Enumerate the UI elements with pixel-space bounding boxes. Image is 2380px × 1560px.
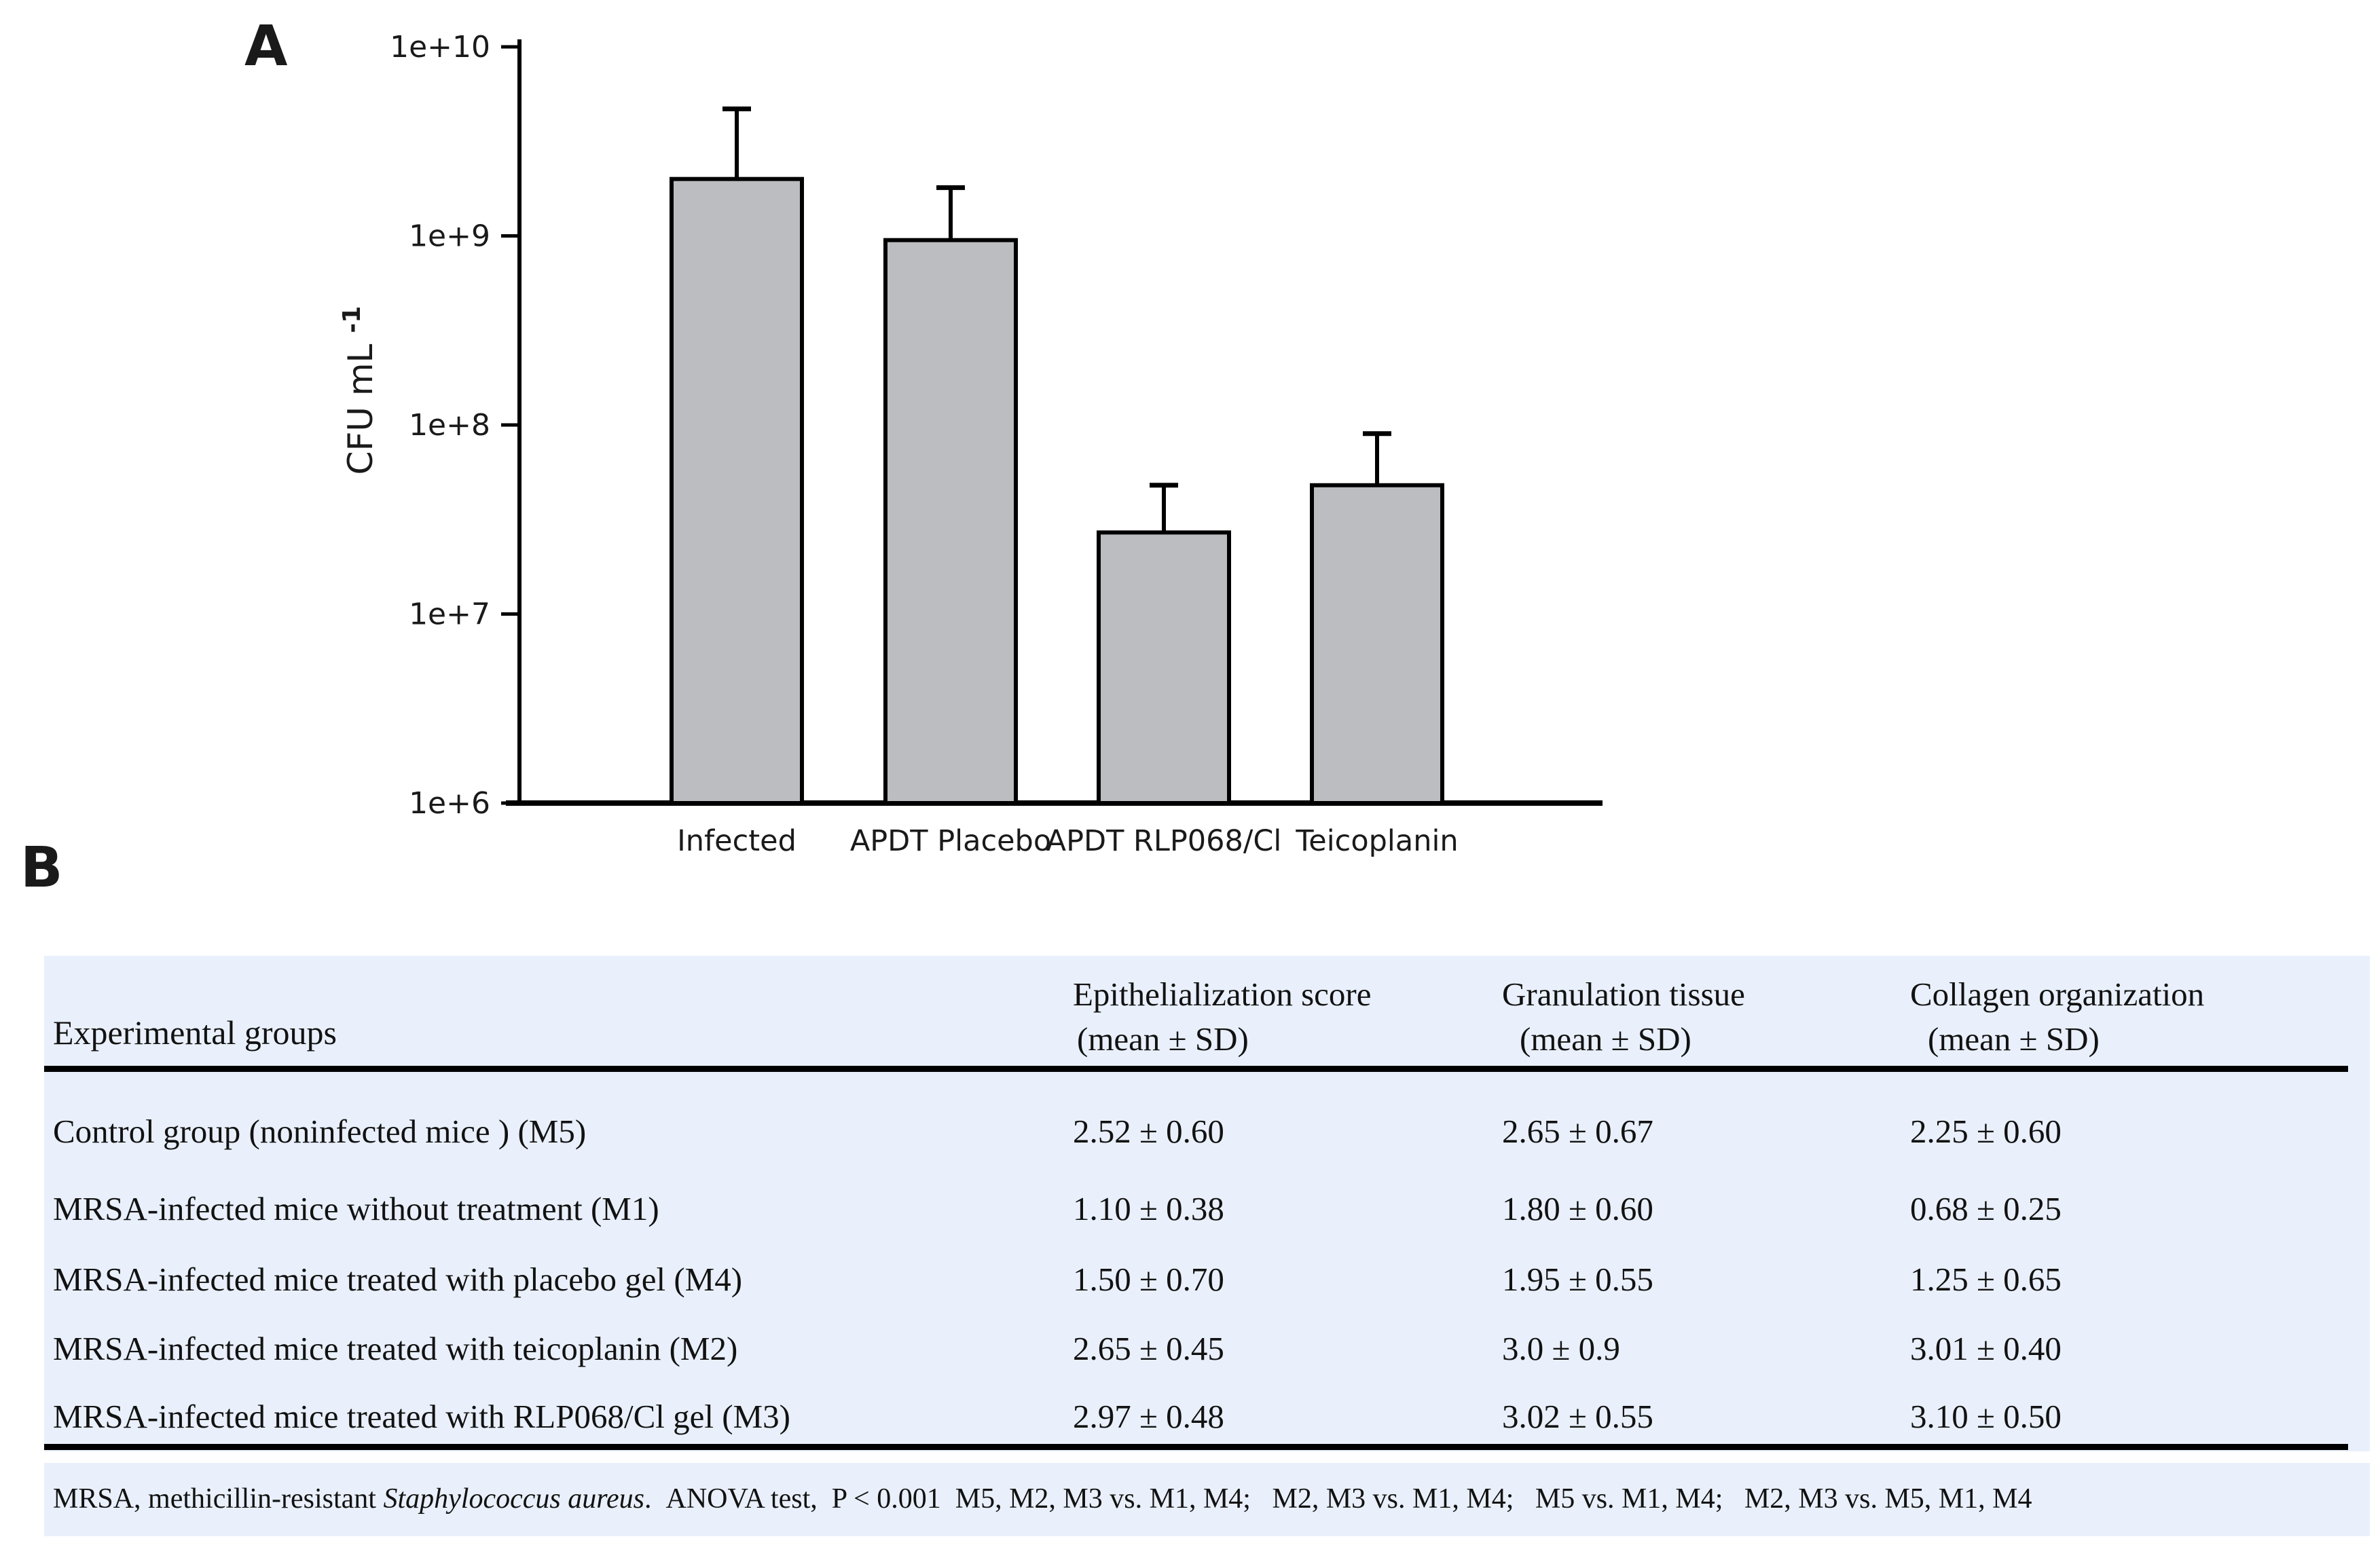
row-group-label: Control group (noninfected mice ) (M5) bbox=[53, 1113, 587, 1150]
cell-collagen: 2.25 ± 0.60 bbox=[1910, 1113, 2062, 1150]
cell-granulation: 2.65 ± 0.67 bbox=[1502, 1113, 1653, 1150]
table-footnote: MRSA, methicillin-resistant Staphylococc… bbox=[53, 1483, 2362, 1515]
cell-collagen: 1.25 ± 0.65 bbox=[1910, 1261, 2062, 1298]
table-background bbox=[44, 956, 2370, 1451]
column-subtitle: (mean ± SD) bbox=[1077, 1020, 1249, 1058]
column-subtitle: (mean ± SD) bbox=[1520, 1020, 1691, 1058]
table-bottom-rule bbox=[44, 1444, 2348, 1450]
bar-APDT RLP068/Cl bbox=[1097, 530, 1231, 805]
footnote-background bbox=[44, 1463, 2370, 1536]
y-tick-label: 1e+7 bbox=[409, 597, 490, 632]
cell-collagen: 3.10 ± 0.50 bbox=[1910, 1398, 2062, 1435]
cell-epithelialization: 2.97 ± 0.48 bbox=[1073, 1398, 1224, 1435]
panel-b-label: B bbox=[20, 836, 63, 900]
footnote-suffix: . ANOVA test, P < 0.001 M5, M2, M3 vs. M… bbox=[644, 1483, 2032, 1515]
cell-collagen: 3.01 ± 0.40 bbox=[1910, 1330, 2062, 1367]
table-row: MRSA-infected mice without treatment (M1… bbox=[0, 1189, 2380, 1230]
row-group-label: MRSA-infected mice treated with placebo … bbox=[53, 1261, 743, 1298]
cell-granulation: 1.80 ± 0.60 bbox=[1502, 1190, 1653, 1227]
cell-granulation: 3.02 ± 0.55 bbox=[1502, 1398, 1653, 1435]
column-subtitle: (mean ± SD) bbox=[1928, 1020, 2100, 1058]
cell-epithelialization: 1.10 ± 0.38 bbox=[1073, 1190, 1224, 1227]
table-row: MRSA-infected mice treated with placebo … bbox=[0, 1260, 2380, 1301]
table-header-rule bbox=[44, 1066, 2348, 1072]
column-title: Collagen organization bbox=[1910, 976, 2205, 1013]
footnote-prefix: MRSA, methicillin-resistant bbox=[53, 1483, 384, 1515]
cell-epithelialization: 2.65 ± 0.45 bbox=[1073, 1330, 1224, 1367]
cell-epithelialization: 2.52 ± 0.60 bbox=[1073, 1113, 1224, 1150]
cfu-bar-chart: 1e+6 1e+7 1e+8 1e+9 1e+10 Infected APDT Placeb… bbox=[338, 30, 1603, 858]
table-header-experimental-groups: Experimental groups bbox=[53, 1014, 337, 1052]
footnote-species-italic: Staphylococcus aureus bbox=[383, 1483, 644, 1515]
cell-granulation: 3.0 ± 0.9 bbox=[1502, 1330, 1620, 1367]
row-group-label: MRSA-infected mice without treatment (M1… bbox=[53, 1190, 659, 1227]
bar-Teicoplanin bbox=[1310, 483, 1444, 805]
y-axis-title: CFU mL -1 bbox=[338, 306, 380, 475]
y-tick-label: 1e+6 bbox=[409, 786, 490, 821]
table-row: Control group (noninfected mice ) (M5) 2… bbox=[0, 1112, 2380, 1153]
x-category-label: Teicoplanin bbox=[1295, 824, 1458, 858]
table-row: MRSA-infected mice treated with RLP068/C… bbox=[0, 1397, 2380, 1438]
table-header-collagen: Collagen organization (mean ± SD) bbox=[1910, 972, 2204, 1062]
y-tick-label: 1e+8 bbox=[409, 408, 490, 443]
x-category-label: APDT RLP068/Cl bbox=[1046, 824, 1282, 858]
y-tick-label: 1e+9 bbox=[409, 219, 490, 254]
cell-granulation: 1.95 ± 0.55 bbox=[1502, 1261, 1653, 1298]
x-category-label: APDT Placebo bbox=[850, 824, 1051, 858]
x-category-label: Infected bbox=[677, 824, 797, 858]
cell-collagen: 0.68 ± 0.25 bbox=[1910, 1190, 2062, 1227]
table-header-epithelialization: Epithelialization score (mean ± SD) bbox=[1073, 972, 1371, 1062]
row-group-label: MRSA-infected mice treated with teicopla… bbox=[53, 1330, 738, 1367]
column-title: Epithelialization score bbox=[1073, 976, 1372, 1013]
row-group-label: MRSA-infected mice treated with RLP068/C… bbox=[53, 1398, 790, 1435]
cell-epithelialization: 1.50 ± 0.70 bbox=[1073, 1261, 1224, 1298]
bar-Infected bbox=[670, 177, 804, 805]
bar-APDT Placebo bbox=[883, 238, 1018, 805]
table-header-granulation: Granulation tissue (mean ± SD) bbox=[1502, 972, 1745, 1062]
panel-a-label: A bbox=[244, 14, 288, 79]
table-row: MRSA-infected mice treated with teicopla… bbox=[0, 1329, 2380, 1370]
column-title: Granulation tissue bbox=[1502, 976, 1745, 1013]
y-tick-label: 1e+10 bbox=[390, 30, 490, 64]
